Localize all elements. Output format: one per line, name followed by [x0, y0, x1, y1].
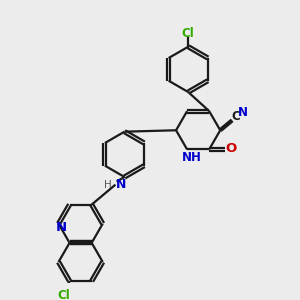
- Text: Cl: Cl: [182, 28, 195, 40]
- Text: C: C: [231, 110, 240, 124]
- Text: Cl: Cl: [57, 289, 70, 300]
- Text: NH: NH: [182, 151, 202, 164]
- Text: N: N: [56, 221, 67, 235]
- Text: N: N: [238, 106, 248, 119]
- Text: N: N: [116, 178, 126, 191]
- Text: H: H: [104, 180, 112, 190]
- Text: O: O: [225, 142, 237, 155]
